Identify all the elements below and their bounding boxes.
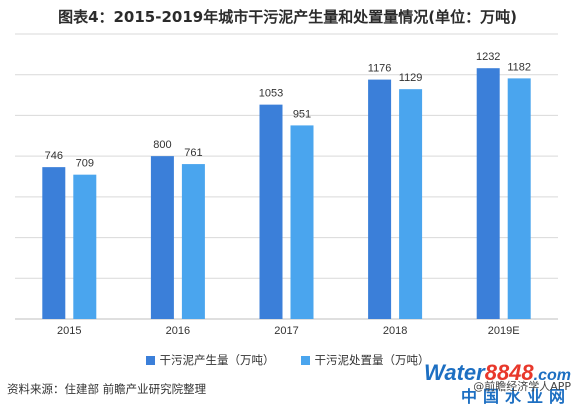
bar-production-2017: [259, 104, 283, 319]
chart-legend: 干污泥产生量（万吨） 干污泥处置量（万吨）: [0, 352, 575, 368]
legend-label-production: 干污泥产生量（万吨）: [159, 353, 275, 367]
bar-disposal-2017: [290, 125, 314, 320]
bar-disposal-2019E: [507, 78, 531, 319]
x-tick-label-2016: 2016: [166, 325, 190, 337]
legend-label-disposal: 干污泥处置量（万吨）: [314, 353, 430, 367]
data-label-production-2017: 1053: [259, 88, 283, 100]
bar-production-2018: [368, 79, 392, 319]
data-label-production-2015: 746: [45, 150, 63, 162]
bar-production-2016: [150, 156, 174, 319]
data-label-disposal-2018: 1129: [399, 72, 423, 84]
data-label-disposal-2015: 709: [76, 158, 94, 170]
logo-part-water: Water: [423, 360, 485, 385]
legend-swatch-disposal: [300, 355, 310, 365]
water8848-logo: Water8848.com 中国水业网 @前瞻经济学人APP: [421, 362, 571, 410]
data-label-production-2016: 800: [153, 139, 171, 151]
x-tick-label-2017: 2017: [274, 325, 298, 337]
bar-disposal-2016: [181, 164, 205, 319]
chart-title: 图表4：2015-2019年城市干污泥产生量和处置量情况(单位：万吨): [58, 8, 517, 26]
logo-part-8848: 8848: [484, 360, 534, 385]
data-label-production-2019E: 1232: [476, 51, 500, 63]
x-tick-label-2018: 2018: [383, 325, 407, 337]
source-note: 资料来源：住建部 前瞻产业研究院整理: [7, 382, 207, 396]
bar-disposal-2015: [73, 174, 97, 319]
data-label-disposal-2016: 761: [184, 147, 202, 159]
data-label-production-2018: 1176: [368, 63, 392, 75]
bar-production-2019E: [476, 68, 500, 319]
x-tick-label-2015: 2015: [57, 325, 81, 337]
data-label-disposal-2019E: 1182: [507, 61, 531, 73]
bar-disposal-2018: [399, 89, 423, 320]
legend-item-disposal: 干污泥处置量（万吨）: [300, 352, 430, 368]
bar-production-2015: [42, 167, 66, 319]
data-label-disposal-2017: 951: [293, 108, 311, 120]
logo-subtitle: 中国水业网: [460, 387, 571, 406]
x-tick-label-2019E: 2019E: [488, 325, 520, 337]
logo-wordmark: Water8848.com: [421, 362, 571, 387]
legend-item-production: 干污泥产生量（万吨）: [145, 352, 275, 368]
legend-swatch-production: [145, 355, 155, 365]
logo-part-com: .com: [533, 367, 571, 384]
app-watermark: @前瞻经济学人APP: [473, 380, 571, 393]
